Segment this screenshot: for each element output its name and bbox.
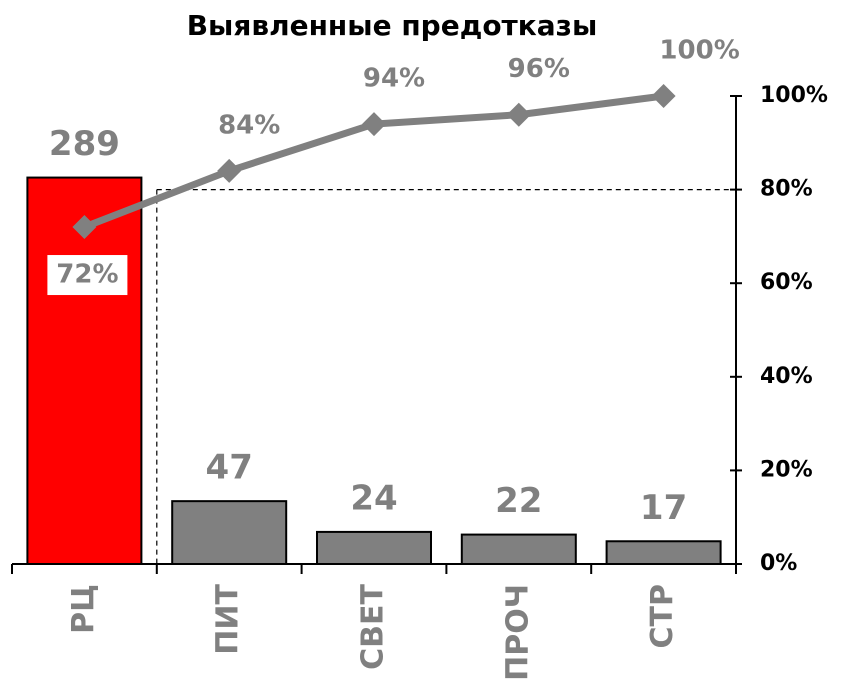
y2-tick-label: 0% (760, 551, 797, 576)
y2-tick-label: 80% (760, 177, 813, 202)
x-tick-label: ПИТ (211, 583, 246, 654)
line-value-label: 84% (218, 110, 280, 140)
bar (460, 533, 577, 566)
bar-value-label: 47 (206, 448, 253, 488)
label-box (47, 255, 128, 296)
bar (316, 530, 432, 565)
chart-title: Выявленные предотказы (187, 9, 598, 42)
line-value-label: 100% (659, 36, 739, 66)
x-tick-label: СТР (645, 584, 680, 648)
line-marker (506, 102, 531, 127)
line-marker (217, 158, 242, 183)
bar-value-label: 24 (350, 478, 397, 518)
line-marker (362, 112, 386, 137)
x-tick-label: ПРОЧ (500, 584, 535, 680)
line-value-label: 72% (56, 260, 118, 290)
y2-tick-label: 60% (760, 270, 813, 295)
bar-value-label: 17 (640, 488, 687, 528)
line-value-label: 94% (363, 64, 425, 94)
bar (605, 540, 722, 565)
line-marker (651, 84, 676, 108)
line-marker (72, 215, 97, 240)
x-tick-label: РЦ (66, 584, 101, 634)
y2-tick-label: 40% (760, 364, 813, 389)
line-value-label: 96% (508, 54, 570, 84)
bar-value-label: 289 (49, 124, 120, 164)
bar (171, 500, 288, 566)
x-tick-label: СВЕТ (356, 583, 391, 669)
y2-tick-label: 100% (760, 83, 828, 108)
bar-value-label: 22 (495, 481, 542, 521)
y2-tick-label: 20% (760, 457, 813, 482)
